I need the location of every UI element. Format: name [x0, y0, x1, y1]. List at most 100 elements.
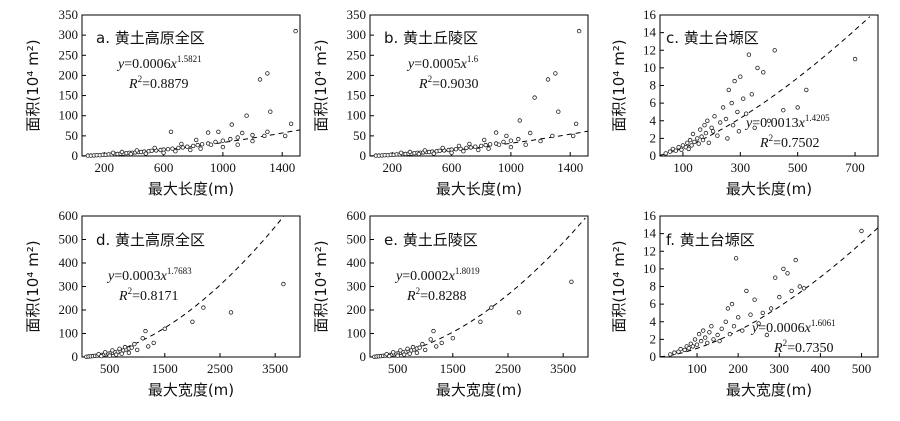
data-point: [151, 340, 156, 346]
data-point: [265, 129, 270, 134]
data-point: [508, 144, 514, 150]
data-point: [467, 141, 472, 147]
y-tick-label: 100: [59, 108, 79, 123]
data-point: [407, 149, 413, 155]
y-tick-label: 14: [643, 226, 657, 241]
data-point: [732, 78, 737, 84]
y-tick-label: 600: [59, 208, 79, 223]
data-point: [687, 137, 693, 143]
data-point: [672, 350, 677, 355]
data-point: [690, 344, 696, 349]
data-point: [257, 77, 263, 82]
data-point: [789, 288, 794, 294]
y-tick-label: 200: [59, 67, 79, 82]
data-point: [705, 118, 710, 123]
data-point: [132, 341, 137, 347]
data-point: [715, 332, 720, 338]
x-tick-label: 100: [687, 361, 707, 376]
data-point: [760, 310, 765, 316]
data-point: [168, 129, 174, 134]
data-point: [129, 345, 134, 350]
data-point: [773, 275, 778, 280]
data-point: [190, 143, 196, 149]
data-point: [190, 319, 195, 324]
data-point: [679, 147, 684, 152]
x-axis-label: 最大长度(m): [726, 180, 812, 198]
data-point: [188, 147, 193, 153]
data-point: [119, 149, 125, 155]
y-tick-label: 100: [59, 326, 79, 341]
data-point: [220, 144, 226, 150]
y-tick-label: 500: [59, 232, 79, 247]
y-tick-label: 400: [59, 255, 79, 270]
data-point: [216, 129, 221, 134]
data-point: [239, 130, 245, 136]
panel-6: 0 2 4 6 8 10 12 14 16 100 200 300 400 500 f. 黄土台塬区 y=0.…: [610, 208, 879, 399]
x-tick-label: 600: [442, 160, 462, 175]
x-tick-label: 1500: [152, 361, 178, 376]
data-point: [729, 100, 734, 106]
data-point: [516, 310, 522, 315]
data-point: [752, 125, 757, 130]
data-point: [733, 256, 739, 261]
data-point: [126, 350, 132, 355]
data-point: [110, 348, 115, 353]
panel-2: 0 50 100 150 200 250 300 350 200 600 1000 1400 b. 黄土…: [312, 7, 589, 198]
y-tick-label: 6: [650, 95, 657, 110]
data-point: [107, 353, 112, 358]
y-tick-label: 300: [347, 27, 367, 42]
data-point: [398, 348, 403, 353]
y-tick-label: 0: [650, 349, 657, 364]
data-point: [122, 344, 128, 350]
data-point: [702, 122, 707, 128]
r-squared: R2=0.9030: [418, 74, 478, 92]
data-point: [692, 139, 697, 145]
data-point: [281, 281, 286, 287]
x-tick-label: 3500: [262, 361, 288, 376]
data-point: [801, 286, 807, 291]
data-point: [410, 344, 416, 350]
data-point: [852, 56, 858, 62]
panel-3: 0 2 4 6 8 10 12 14 16 100 300 500 700 c. 黄土台塬区 y=0.001…: [610, 7, 879, 198]
data-point: [235, 135, 240, 140]
x-tick-label: 1400: [269, 160, 295, 175]
data-point: [673, 148, 678, 153]
data-point: [709, 125, 714, 130]
data-point: [682, 347, 687, 353]
y-tick-label: 150: [347, 88, 367, 103]
data-point: [483, 142, 488, 148]
data-point: [201, 305, 206, 310]
data-point: [456, 143, 462, 149]
fit-equation: y=0.0006x1.5821: [116, 54, 202, 72]
y-tick-label: 500: [347, 232, 367, 247]
y-tick-label: 350: [347, 7, 367, 22]
r-squared: R2=0.8288: [406, 286, 466, 304]
fit-equation: y=0.0013x1.4205: [744, 113, 830, 131]
y-axis-label: 面积(10⁴ m²): [312, 240, 330, 332]
fit-curve: [659, 227, 879, 358]
data-point: [473, 144, 478, 149]
x-tick-label: 200: [382, 160, 402, 175]
data-point: [738, 74, 743, 79]
data-point: [220, 138, 226, 143]
y-tick-label: 400: [347, 255, 367, 270]
data-point: [391, 350, 396, 355]
data-point: [678, 346, 683, 352]
panel-title: b. 黄土丘陵区: [384, 29, 478, 47]
data-point: [766, 118, 772, 123]
data-point: [489, 305, 494, 310]
data-point: [685, 140, 690, 145]
data-point: [550, 133, 555, 139]
y-tick-label: 150: [59, 88, 79, 103]
data-point: [756, 321, 761, 326]
y-tick-label: 600: [347, 208, 367, 223]
y-tick-label: 0: [72, 349, 79, 364]
data-point: [741, 96, 746, 101]
data-point: [440, 145, 445, 151]
data-point: [487, 142, 493, 147]
y-tick-label: 2: [650, 331, 657, 346]
data-point: [532, 95, 537, 100]
data-point: [198, 146, 203, 151]
y-tick-label: 350: [59, 7, 79, 22]
x-tick-label: 300: [731, 160, 751, 175]
